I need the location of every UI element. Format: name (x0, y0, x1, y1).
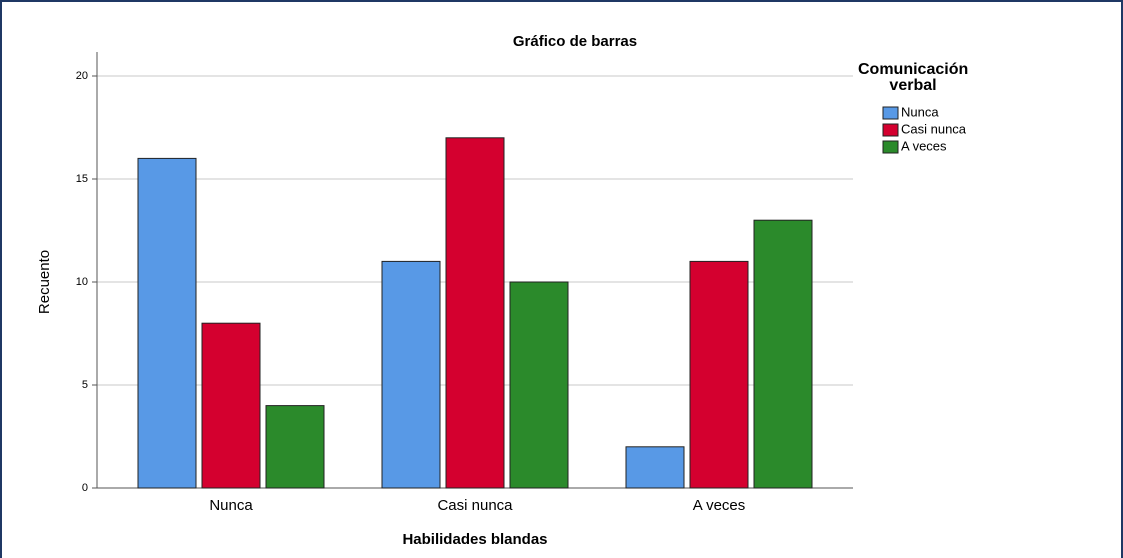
bar (381, 260, 441, 489)
bar (625, 446, 685, 489)
chart-title: Gráfico de barras (513, 33, 637, 50)
bar (265, 405, 325, 489)
bar (509, 281, 569, 489)
bar (137, 157, 197, 489)
bar (689, 260, 749, 489)
x-tick-label: A veces (693, 497, 746, 514)
x-axis-label: Habilidades blandas (402, 531, 547, 548)
bar (445, 137, 505, 489)
legend-swatch (882, 106, 899, 120)
legend-swatch (882, 140, 899, 154)
y-tick-label: 15 (76, 173, 88, 185)
y-tick-label: 10 (76, 276, 88, 288)
legend-swatch (882, 123, 899, 137)
legend-label: A veces (901, 138, 947, 153)
legend-label: Casi nunca (901, 121, 967, 136)
legend-label: Nunca (901, 104, 939, 119)
y-tick-label: 20 (76, 70, 88, 82)
y-axis-label: Recuento (36, 250, 53, 314)
y-tick-label: 5 (82, 379, 88, 391)
x-tick-label: Casi nunca (437, 497, 513, 514)
y-tick-label: 0 (82, 482, 88, 494)
legend-title: Comunicación verbal (858, 61, 969, 94)
bar (753, 219, 813, 489)
x-tick-label: Nunca (209, 497, 253, 514)
bar (201, 322, 261, 489)
